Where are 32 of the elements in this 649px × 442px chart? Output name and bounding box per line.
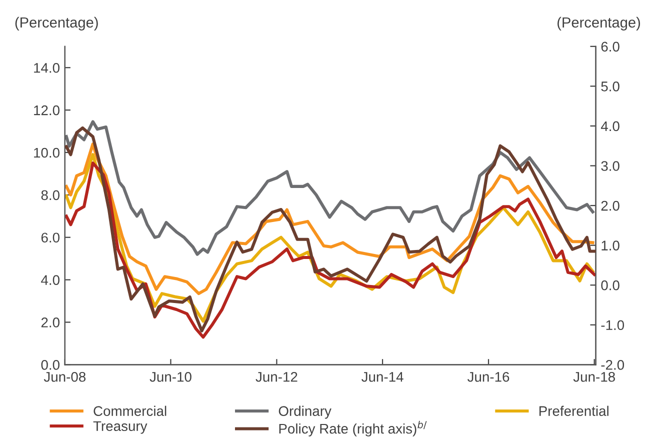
y-tick-label: 8.0 [41, 190, 60, 200]
x-tick-label: Jun-12 [256, 372, 298, 382]
y2-tick-label: 2.0 [601, 200, 620, 211]
legend-label: Commercial [94, 406, 166, 416]
y-tick-label: 12.0 [34, 105, 60, 116]
x-tick-label: Jun-18 [573, 372, 615, 382]
y2-tick-label: 4.0 [600, 121, 620, 132]
y2-tick-label: -1.0 [601, 320, 624, 330]
y-tick-label: 6.0 [41, 232, 60, 243]
y-tick-label: 2.0 [41, 318, 60, 328]
legend-label: Treasury [93, 421, 148, 434]
legend-label: Policy Rate (right axis)$^{b/}$ [279, 420, 427, 436]
y-tick-label: 0.0 [41, 360, 60, 370]
legend-label: Preferential [539, 406, 608, 416]
legend-label: Ordinary [278, 406, 332, 419]
x-tick-label: Jun-10 [150, 372, 192, 382]
x-tick-label: Jun-08 [44, 372, 86, 382]
y-tick-label: 4.0 [41, 275, 60, 285]
x-tick-label: Jun-14 [362, 372, 404, 382]
y-axis-title: (Percentage) [15, 16, 98, 30]
y2-tick-label: -2.0 [601, 360, 624, 370]
y2-tick-label: 3.0 [601, 161, 620, 171]
y2-tick-label: 1.0 [602, 240, 620, 250]
y2-tick-label: 5.0 [601, 82, 620, 92]
x-tick-label: Jun-16 [467, 372, 510, 382]
y2-axis-title: (Percentage) [558, 16, 640, 30]
y-tick-label: 10.0 [34, 148, 60, 158]
line-series [64, 126, 596, 332]
y2-tick-label: 6.0 [601, 42, 620, 52]
line-series [64, 120, 594, 256]
y-tick-label: 14.0 [34, 62, 60, 73]
y2-tick-label: 0.0 [601, 280, 620, 290]
